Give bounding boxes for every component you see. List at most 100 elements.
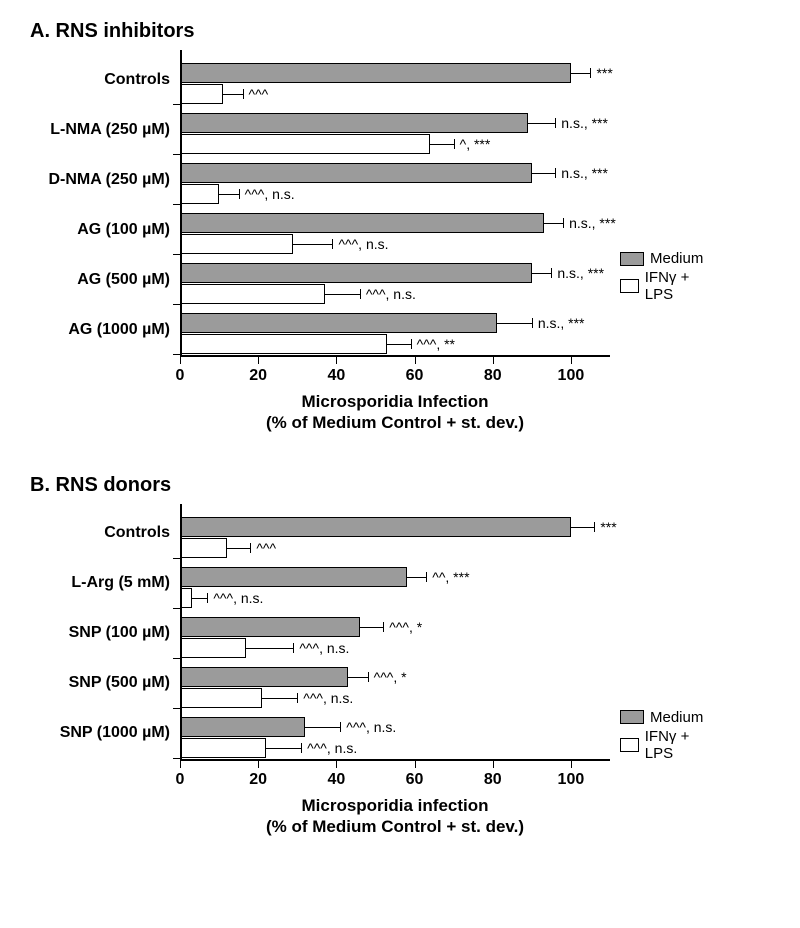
bar-row: ^^^, *	[180, 617, 610, 637]
error-cap	[426, 572, 427, 582]
bar	[180, 113, 528, 133]
significance-label: ^^^, *	[389, 619, 422, 635]
error-whisker	[497, 323, 532, 324]
bar-row: ^^^	[180, 84, 610, 104]
significance-label: n.s., ***	[538, 315, 585, 331]
significance-label: ^^^, *	[374, 669, 407, 685]
error-cap	[551, 268, 552, 278]
bar	[180, 263, 532, 283]
bar-row: ***	[180, 517, 610, 537]
bar	[180, 134, 430, 154]
significance-label: ***	[600, 519, 616, 535]
error-cap	[454, 139, 455, 149]
x-axis-title: Microsporidia Infection(% of Medium Cont…	[180, 391, 610, 434]
x-tick	[180, 761, 181, 768]
bar-row: ^^^, n.s.	[180, 717, 610, 737]
y-axis-tick	[173, 304, 180, 305]
bars-region: Controls***^^^L-Arg (5 mM)^^, ***^^^, n.…	[180, 509, 610, 761]
legend-item: Medium	[620, 709, 703, 726]
bar	[180, 688, 262, 708]
significance-label: ^^^, n.s.	[307, 740, 357, 756]
x-axis-title-line1: Microsporidia infection	[180, 795, 610, 816]
y-axis-tick	[173, 558, 180, 559]
significance-label: n.s., ***	[569, 215, 616, 231]
legend-item: IFNγ + LPS	[620, 269, 703, 303]
bar-group: L-Arg (5 mM)^^, ***^^^, n.s.	[180, 559, 610, 608]
bar	[180, 184, 219, 204]
bar	[180, 63, 571, 83]
bar	[180, 667, 348, 687]
error-cap	[239, 189, 240, 199]
x-tick	[180, 357, 181, 364]
significance-label: ^^^, n.s.	[346, 719, 396, 735]
group-label: SNP (1000 µM)	[60, 724, 170, 742]
legend-swatch	[620, 279, 639, 293]
error-whisker	[571, 527, 594, 528]
significance-label: ^^^, n.s.	[213, 590, 263, 606]
bar	[180, 617, 360, 637]
bar-row: ^^, ***	[180, 567, 610, 587]
bar-group: AG (100 µM)n.s., ***^^^, n.s.	[180, 205, 610, 254]
legend-item: IFNγ + LPS	[620, 728, 703, 762]
error-whisker	[192, 598, 208, 599]
group-label: Controls	[104, 71, 170, 89]
bar-group: L-NMA (250 µM)n.s., ***^, ***	[180, 105, 610, 154]
x-tick	[571, 357, 572, 364]
error-cap	[293, 643, 294, 653]
group-label: AG (500 µM)	[77, 271, 170, 289]
error-cap	[590, 68, 591, 78]
significance-label: n.s., ***	[561, 115, 608, 131]
error-cap	[340, 722, 341, 732]
bar-row: ^^^, n.s.	[180, 638, 610, 658]
significance-label: ^^^, n.s.	[299, 640, 349, 656]
error-cap	[243, 89, 244, 99]
significance-label: ^^^	[256, 540, 276, 556]
legend: Medium IFNγ + LPS	[620, 709, 703, 764]
x-tick-label: 20	[249, 771, 267, 789]
x-tick-label: 20	[249, 367, 267, 385]
group-label: AG (1000 µM)	[68, 321, 170, 339]
bar	[180, 213, 544, 233]
error-whisker	[266, 748, 301, 749]
legend-swatch	[620, 710, 644, 724]
bar	[180, 334, 387, 354]
error-whisker	[430, 144, 453, 145]
error-cap	[411, 339, 412, 349]
bar	[180, 738, 266, 758]
bar	[180, 717, 305, 737]
group-label: L-NMA (250 µM)	[50, 121, 170, 139]
group-label: SNP (500 µM)	[69, 674, 170, 692]
bar	[180, 163, 532, 183]
error-whisker	[227, 548, 250, 549]
y-axis-tick	[173, 104, 180, 105]
x-tick	[493, 357, 494, 364]
significance-label: ^^^, **	[417, 336, 455, 352]
chart-area: Controls***^^^L-Arg (5 mM)^^, ***^^^, n.…	[180, 509, 610, 838]
group-label: L-Arg (5 mM)	[71, 574, 170, 592]
legend-swatch	[620, 738, 639, 752]
legend-label: IFNγ + LPS	[645, 728, 704, 762]
error-cap	[301, 743, 302, 753]
x-tick	[258, 761, 259, 768]
bar-group: AG (1000 µM)n.s., ***^^^, **	[180, 305, 610, 354]
bar-group: SNP (500 µM)^^^, *^^^, n.s.	[180, 659, 610, 708]
significance-label: n.s., ***	[561, 165, 608, 181]
bar	[180, 313, 497, 333]
error-whisker	[532, 273, 552, 274]
significance-label: ***	[596, 65, 612, 81]
bar-row: n.s., ***	[180, 263, 610, 283]
y-axis-tick	[173, 254, 180, 255]
x-tick-label: 100	[558, 367, 585, 385]
x-tick-label: 0	[176, 771, 185, 789]
legend-swatch	[620, 252, 644, 266]
bar-group: AG (500 µM)n.s., ***^^^, n.s.	[180, 255, 610, 304]
error-whisker	[293, 244, 332, 245]
panel-a: A. RNS inhibitorsControls***^^^L-NMA (25…	[20, 20, 780, 434]
error-whisker	[262, 698, 297, 699]
x-axis-title: Microsporidia infection(% of Medium Cont…	[180, 795, 610, 838]
x-tick-label: 60	[406, 771, 424, 789]
x-axis-title-line2: (% of Medium Control + st. dev.)	[180, 412, 610, 433]
x-tick	[415, 761, 416, 768]
x-tick-label: 100	[558, 771, 585, 789]
bar-group: Controls***^^^	[180, 509, 610, 558]
